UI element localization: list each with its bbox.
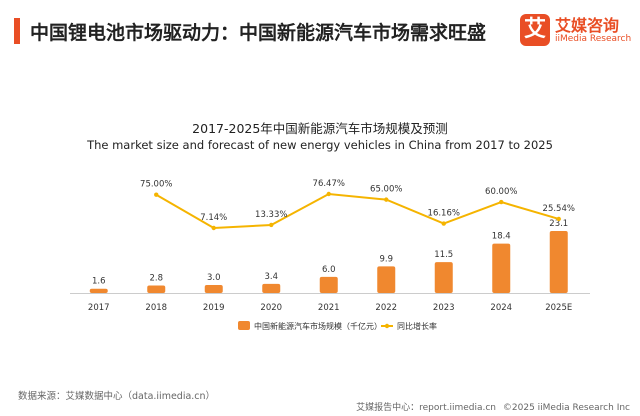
x-tick-label: 2024	[490, 303, 512, 313]
growth-value-label: 25.54%	[543, 204, 575, 214]
footer-report-link[interactable]: 艾媒报告中心：report.iimedia.cn	[356, 403, 497, 413]
bar	[377, 266, 396, 293]
bar	[492, 243, 511, 293]
brand-logo: 艾 艾媒咨询 iiMedia Research	[520, 12, 632, 50]
bar-value-label: 1.6	[92, 277, 106, 287]
logo-cn-text: 艾媒咨询	[555, 16, 620, 35]
logo-icon: 艾	[520, 14, 550, 46]
chart-title: 2017-2025年中国新能源汽车市场规模及预测	[192, 121, 448, 136]
x-tick-label: 2021	[318, 303, 340, 313]
growth-point	[211, 225, 216, 231]
data-source: 数据来源：艾媒数据中心（data.iimedia.cn）	[18, 391, 216, 402]
bar-value-label: 3.0	[207, 273, 221, 283]
growth-value-label: 75.00%	[140, 180, 172, 190]
x-tick-label: 2018	[145, 303, 167, 313]
bar	[262, 283, 281, 293]
bar-value-label: 23.1	[549, 219, 568, 229]
growth-point	[154, 192, 159, 197]
bar	[89, 288, 108, 293]
growth-value-label: 13.33%	[255, 210, 287, 220]
header: 中国锂电池市场驱动力：中国新能源汽车市场需求旺盛 艾 艾媒咨询 iiMedia …	[0, 0, 640, 62]
x-tick-label: 2022	[375, 303, 397, 313]
growth-value-label: 60.00%	[485, 187, 517, 197]
footer: 艾媒报告中心：report.iimedia.cn ©2025 iiMedia R…	[352, 400, 630, 413]
bar-value-label: 11.5	[434, 250, 453, 260]
x-tick-label: 2019	[203, 303, 225, 313]
growth-point	[556, 216, 561, 222]
growth-value-label: 16.16%	[428, 209, 460, 219]
growth-point	[326, 191, 331, 197]
legend-bar-swatch	[238, 321, 250, 330]
bar-value-label: 18.4	[492, 232, 511, 242]
x-tick-label: 2023	[433, 303, 455, 313]
growth-point	[269, 222, 274, 228]
growth-value-label: 76.47%	[313, 179, 345, 189]
legend-bar-label: 中国新能源汽车市场规模（千亿元）	[254, 321, 382, 331]
legend-line-label: 同比增长率	[397, 321, 437, 331]
bar	[319, 276, 338, 293]
page-title: 中国锂电池市场驱动力：中国新能源汽车市场需求旺盛	[30, 22, 487, 44]
chart-subtitle: The market size and forecast of new ener…	[87, 138, 553, 152]
x-tick-label: 2025E	[545, 303, 572, 313]
x-tick-label: 2017	[88, 303, 110, 313]
bar	[204, 284, 223, 293]
bar-value-label: 3.4	[264, 272, 278, 282]
bar	[549, 231, 568, 293]
logo-en-text: iiMedia Research	[555, 34, 632, 44]
legend-line-marker	[384, 323, 390, 329]
footer-copyright: ©2025 iiMedia Research Inc	[502, 403, 630, 413]
bar-value-label: 9.9	[379, 254, 393, 264]
bar	[434, 262, 453, 293]
title-accent-bar	[14, 18, 20, 44]
growth-value-label: 65.00%	[370, 185, 402, 195]
growth-point	[384, 197, 389, 202]
bar-value-label: 6.0	[322, 265, 336, 275]
growth-point	[499, 199, 504, 205]
bar-value-label: 2.8	[149, 273, 163, 283]
growth-point	[441, 221, 446, 226]
growth-value-label: 7.14%	[200, 213, 227, 223]
bar	[147, 285, 166, 293]
x-tick-label: 2020	[260, 303, 282, 313]
growth-line	[155, 192, 560, 230]
